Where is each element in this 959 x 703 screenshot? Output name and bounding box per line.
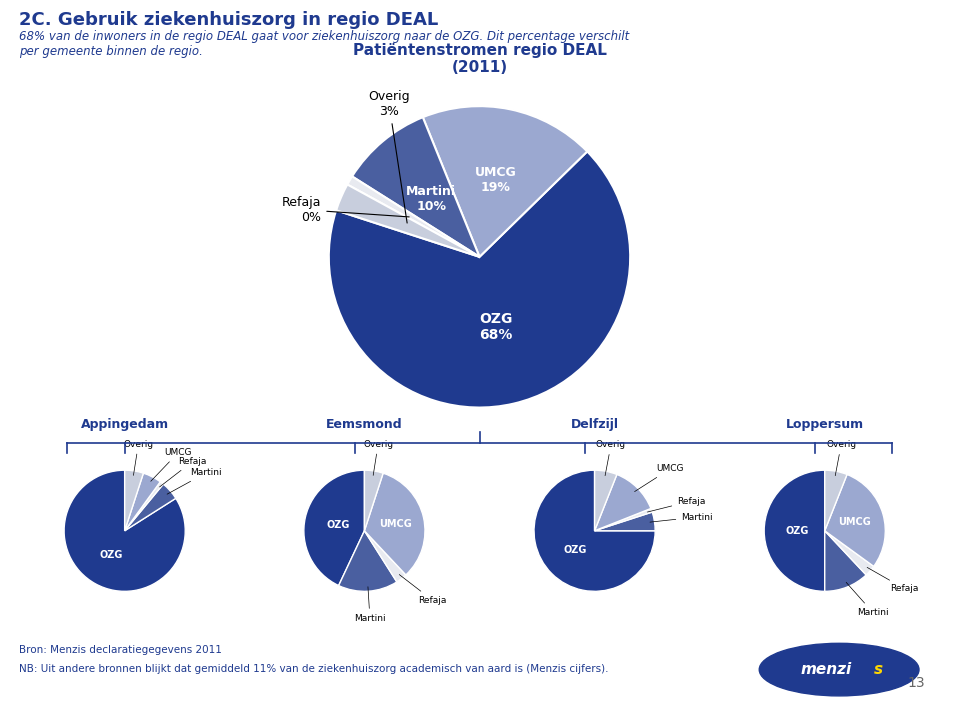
Title: Eemsmond: Eemsmond [326, 418, 403, 432]
Text: Overig: Overig [826, 440, 856, 476]
Text: OZG: OZG [785, 526, 809, 536]
Title: Appingedam: Appingedam [81, 418, 169, 432]
Text: Overig
3%: Overig 3% [368, 90, 409, 223]
Wedge shape [825, 475, 885, 567]
Wedge shape [595, 475, 651, 531]
Text: Refaja: Refaja [867, 567, 919, 593]
Wedge shape [125, 484, 175, 531]
Text: Overig: Overig [363, 439, 393, 475]
Ellipse shape [760, 643, 919, 696]
Text: UMCG: UMCG [635, 464, 684, 491]
Text: NB: Uit andere bronnen blijkt dat gemiddeld 11% van de ziekenhuiszorg academisch: NB: Uit andere bronnen blijkt dat gemidd… [19, 664, 609, 674]
Wedge shape [364, 531, 406, 582]
Text: per gemeente binnen de regio.: per gemeente binnen de regio. [19, 45, 203, 58]
Text: UMCG: UMCG [838, 517, 872, 527]
Text: 68% van de inwoners in de regio DEAL gaat voor ziekenhuiszorg naar de OZG. Dit p: 68% van de inwoners in de regio DEAL gaa… [19, 30, 629, 42]
Wedge shape [304, 470, 364, 586]
Wedge shape [364, 473, 425, 575]
Text: 2C. Gebruik ziekenhuiszorg in regio DEAL: 2C. Gebruik ziekenhuiszorg in regio DEAL [19, 11, 438, 29]
Wedge shape [339, 531, 397, 591]
Title: Patiëntenstromen regio DEAL
(2011): Patiëntenstromen regio DEAL (2011) [353, 43, 606, 75]
Text: OZG
68%: OZG 68% [480, 312, 513, 342]
Text: UMCG: UMCG [151, 448, 192, 482]
Wedge shape [595, 508, 652, 531]
Text: Martini
10%: Martini 10% [407, 185, 456, 213]
Title: Loppersum: Loppersum [785, 418, 864, 432]
Wedge shape [423, 106, 587, 257]
Text: Refaja: Refaja [399, 574, 447, 605]
Text: OZG: OZG [564, 545, 587, 555]
Text: Refaja: Refaja [647, 496, 706, 512]
Wedge shape [595, 470, 617, 531]
Wedge shape [825, 470, 847, 531]
Text: UMCG
19%: UMCG 19% [475, 166, 516, 194]
Wedge shape [595, 512, 655, 531]
Wedge shape [125, 470, 144, 531]
Wedge shape [825, 531, 874, 575]
Text: Martini: Martini [650, 512, 713, 522]
Text: Martini: Martini [354, 587, 386, 623]
Text: OZG: OZG [326, 520, 349, 530]
Text: 13: 13 [908, 676, 925, 690]
Title: Delfzijl: Delfzijl [571, 418, 619, 432]
Wedge shape [125, 473, 160, 531]
Wedge shape [825, 531, 866, 591]
Wedge shape [764, 470, 825, 591]
Text: Bron: Menzis declaratiegegevens 2011: Bron: Menzis declaratiegegevens 2011 [19, 645, 222, 655]
Text: Overig: Overig [596, 440, 626, 476]
Text: Refaja: Refaja [159, 457, 207, 487]
Wedge shape [534, 470, 655, 591]
Text: Martini: Martini [167, 468, 222, 494]
Text: Overig: Overig [124, 439, 153, 475]
Wedge shape [329, 151, 630, 408]
Wedge shape [352, 117, 480, 257]
Text: Refaja
0%: Refaja 0% [282, 195, 409, 224]
Text: menzi: menzi [801, 662, 852, 677]
Text: Martini: Martini [846, 582, 889, 617]
Wedge shape [125, 482, 163, 531]
Wedge shape [347, 176, 480, 257]
Wedge shape [364, 470, 384, 531]
Wedge shape [64, 470, 185, 591]
Text: UMCG: UMCG [379, 519, 411, 529]
Text: OZG: OZG [100, 550, 123, 560]
Text: s: s [874, 662, 883, 677]
Wedge shape [337, 184, 480, 257]
